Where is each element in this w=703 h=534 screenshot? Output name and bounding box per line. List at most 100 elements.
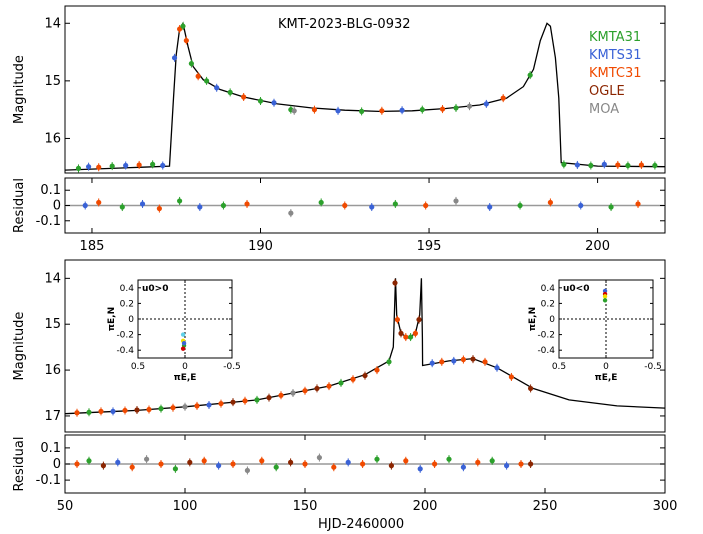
y-tick-label: 0.4: [120, 284, 135, 294]
data-point-5: [177, 198, 183, 204]
x-tick-label: 50: [57, 499, 74, 514]
data-point-30: [504, 463, 510, 469]
data-point-7: [160, 162, 166, 169]
data-point-34: [561, 161, 567, 167]
data-point-24: [359, 108, 365, 114]
data-point-29: [398, 330, 404, 336]
data-point-6: [146, 406, 152, 413]
data-point-11: [183, 37, 189, 44]
legend-entry-kmta31: KMTA31: [589, 30, 641, 45]
data-point-3: [115, 459, 121, 465]
data-point-8: [244, 201, 250, 207]
data-point-42: [528, 385, 534, 392]
data-point-27: [392, 280, 398, 286]
x-tick-label: 150: [293, 499, 318, 514]
data-point-13: [195, 73, 201, 79]
data-point-35: [574, 162, 580, 168]
data-point-17: [517, 202, 523, 209]
data-point-30: [466, 103, 473, 109]
legend-entry-kmtc31: KMTC31: [589, 66, 642, 81]
data-point-31: [408, 334, 414, 340]
data-point-38: [470, 356, 476, 362]
y-axis-label: Magnitude: [12, 55, 27, 124]
inset-left-panel: 0.4 0.2 0 -0.2 -0.4 0.5 0 -0.5 πE,N πE,E u0>0: [107, 279, 241, 383]
data-point-15: [288, 459, 294, 465]
y-tick-label: 14: [44, 271, 61, 286]
x-tick-label: 190: [248, 239, 273, 254]
data-point-14: [242, 398, 248, 404]
data-point-15: [254, 397, 260, 403]
data-point-32: [528, 461, 534, 467]
data-point-17: [278, 392, 284, 398]
plot-frame: [64, 5, 666, 174]
y-axis-label: Residual: [12, 178, 27, 233]
data-point-41: [508, 374, 514, 380]
data-point-16: [302, 461, 308, 467]
data-point-1: [86, 458, 92, 464]
data-point-14: [203, 78, 210, 84]
data-point-24: [417, 466, 423, 472]
x-tick-label: 200: [413, 499, 438, 514]
y-tick-label: 16: [44, 131, 61, 146]
x-tick-label: 0.5: [552, 362, 566, 372]
data-point-18: [331, 464, 337, 470]
y-axis-label: πE,N: [528, 307, 538, 331]
inset-u0-label: u0<0: [563, 284, 589, 294]
data-point-9: [288, 210, 294, 216]
data-point-29: [489, 458, 495, 464]
data-point-33: [527, 72, 533, 78]
data-point-26: [446, 456, 452, 462]
x-tick-label: 0: [603, 362, 609, 372]
legend-entry-moa: MOA: [589, 102, 619, 117]
y-tick-label: -0.2: [116, 331, 134, 341]
data-point-18: [257, 98, 264, 104]
data-point-9: [177, 26, 183, 32]
data-point-10: [318, 199, 324, 206]
data-point-21: [291, 108, 297, 114]
data-point-8: [170, 405, 176, 411]
data-point-16: [266, 395, 272, 401]
data-point-23: [403, 458, 409, 464]
data-point-10: [180, 23, 186, 29]
y-axis-label: Magnitude: [12, 312, 27, 381]
data-point-0: [180, 332, 186, 337]
data-point-3: [109, 163, 115, 169]
x-tick-label: 0.5: [131, 362, 145, 372]
data-point-13: [392, 201, 398, 207]
data-point-26: [399, 107, 405, 113]
data-point-23: [350, 376, 356, 382]
y-tick-label: 0: [53, 457, 61, 472]
data-point-21: [374, 456, 380, 462]
data-point-2: [119, 204, 125, 210]
inset-u0-label: u0>0: [142, 284, 168, 294]
data-point-26: [386, 359, 392, 365]
data-point-2: [96, 164, 102, 170]
data-point-8: [187, 459, 193, 465]
data-point-11: [206, 402, 212, 408]
y-tick-label: -0.1: [36, 473, 61, 488]
data-point-15: [453, 198, 459, 204]
data-point-4: [181, 340, 187, 346]
x-tick-label: 185: [80, 239, 105, 254]
data-point-18: [290, 390, 296, 396]
data-point-9: [182, 404, 188, 410]
data-point-4: [129, 464, 135, 470]
y-tick-label: 0.1: [40, 441, 61, 456]
x-tick-label: -0.5: [223, 362, 241, 372]
data-point-7: [172, 466, 178, 472]
data-point-8: [171, 55, 178, 61]
data-point-35: [439, 359, 445, 365]
data-point-32: [412, 330, 418, 336]
data-point-9: [201, 458, 207, 464]
data-point-0: [82, 202, 88, 209]
data-point-20: [360, 461, 366, 467]
data-point-31: [483, 101, 489, 107]
data-point-17: [241, 94, 247, 100]
data-point-19: [578, 202, 584, 209]
data-point-29: [453, 105, 459, 111]
data-point-21: [326, 383, 332, 389]
data-point-27: [419, 107, 425, 113]
y-tick-label: 0.4: [541, 284, 556, 294]
data-point-40: [638, 162, 645, 168]
data-point-5: [136, 162, 142, 168]
